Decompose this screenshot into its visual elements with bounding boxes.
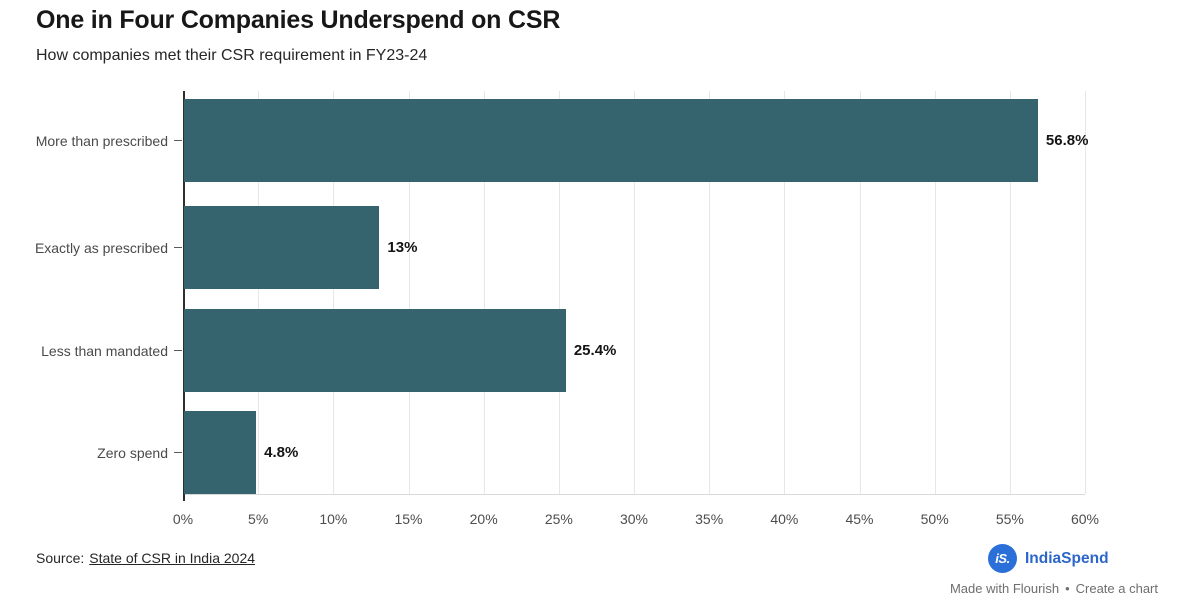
bar-exactly-as-prescribed[interactable] [184, 206, 380, 289]
gridline [784, 91, 786, 494]
x-tick-label: 40% [770, 511, 799, 527]
value-label: 13% [387, 238, 418, 256]
x-tick-label: 35% [695, 511, 724, 527]
indiaspend-logo[interactable]: iS. IndiaSpend [988, 544, 1109, 573]
y-axis-line [183, 91, 185, 501]
chart-title: One in Four Companies Underspend on CSR [36, 6, 561, 34]
x-tick-label: 5% [248, 511, 269, 527]
value-label: 4.8% [264, 443, 299, 461]
source-prefix-label: Source: [36, 550, 85, 566]
category-label: More than prescribed [35, 132, 168, 149]
value-label: 25.4% [573, 341, 617, 359]
chart-subtitle: How companies met their CSR requirement … [36, 47, 428, 64]
source-link[interactable]: State of CSR in India 2024 [89, 550, 256, 566]
gridline [333, 91, 335, 494]
gridline [859, 91, 861, 494]
category-tick [174, 349, 182, 351]
x-tick-label: 60% [1070, 511, 1100, 527]
x-tick-label: 50% [920, 511, 949, 527]
bar-less-than-mandated[interactable] [184, 309, 566, 392]
gridline [1009, 91, 1011, 494]
gridline [408, 91, 410, 494]
gridline [934, 91, 936, 494]
create-a-chart-link[interactable]: Create a chart [1075, 581, 1158, 596]
x-tick-label: 15% [394, 511, 423, 527]
indiaspend-monogram-text: iS. [995, 551, 1010, 566]
category-label: Less than mandated [41, 342, 168, 359]
gridline [558, 91, 560, 494]
indiaspend-logo-text: IndiaSpend [1025, 549, 1109, 567]
category-tick [174, 139, 182, 141]
x-tick-label: 55% [995, 511, 1024, 527]
gridline [1085, 91, 1086, 494]
gridline [709, 91, 711, 494]
indiaspend-monogram-icon: iS. [988, 544, 1017, 573]
x-tick-label: 0% [172, 511, 194, 527]
x-tick-label: 10% [319, 511, 348, 527]
category-tick [174, 246, 182, 248]
made-with-flourish-link[interactable]: Made with Flourish [949, 581, 1060, 596]
bar-more-than-prescribed[interactable] [184, 99, 1038, 182]
x-tick-label: 30% [619, 511, 649, 527]
gridline [483, 91, 485, 494]
source-line: Source: State of CSR in India 2024 [36, 550, 255, 566]
flourish-credit: Made with Flourish • Create a chart [950, 581, 1158, 596]
credit-separator: • [1065, 581, 1070, 596]
x-axis-line [183, 494, 1085, 495]
gridline [258, 91, 260, 494]
bar-zero-spend[interactable] [184, 411, 257, 494]
x-tick-label: 25% [544, 511, 573, 527]
gridline [634, 91, 635, 494]
category-label: Exactly as prescribed [34, 239, 168, 256]
x-tick-label: 20% [469, 511, 498, 527]
category-label: Zero spend [97, 444, 168, 461]
category-tick [174, 451, 182, 453]
x-tick-label: 45% [845, 511, 874, 527]
value-label: 56.8% [1045, 131, 1089, 149]
